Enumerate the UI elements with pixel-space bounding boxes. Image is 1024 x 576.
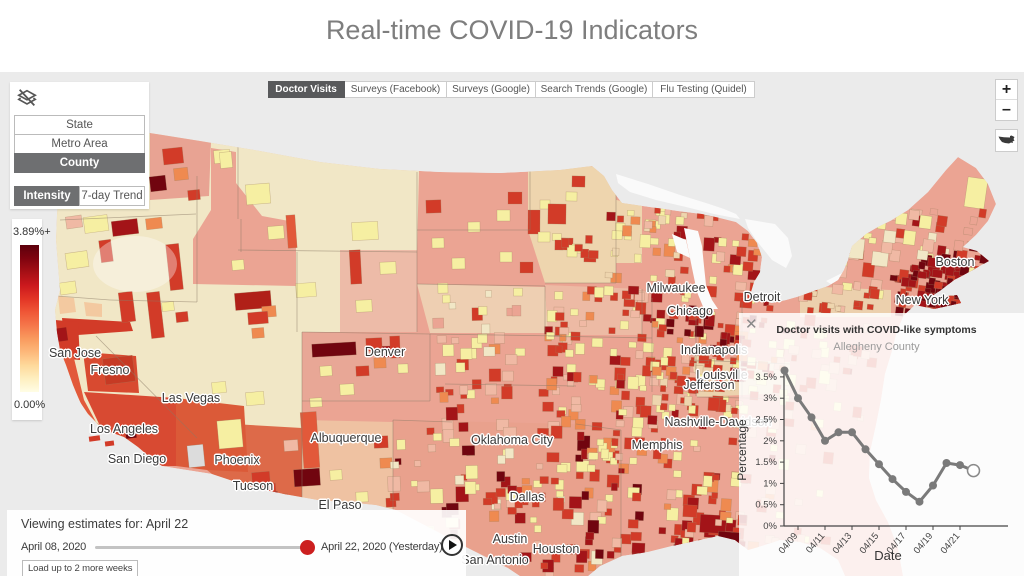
svg-text:2.5%: 2.5% — [755, 415, 777, 426]
svg-text:0.5%: 0.5% — [755, 500, 777, 511]
svg-text:04/13: 04/13 — [831, 531, 855, 556]
svg-text:1.5%: 1.5% — [755, 457, 777, 468]
svg-text:Date: Date — [874, 548, 901, 563]
svg-text:04/21: 04/21 — [939, 531, 963, 556]
svg-text:0%: 0% — [763, 521, 777, 532]
svg-text:Percentage: Percentage — [735, 419, 749, 481]
svg-text:04/19: 04/19 — [912, 531, 936, 556]
svg-text:1%: 1% — [763, 478, 777, 489]
svg-text:04/09: 04/09 — [777, 531, 801, 556]
svg-text:3.5%: 3.5% — [755, 372, 777, 383]
svg-text:04/11: 04/11 — [804, 531, 827, 556]
svg-text:3%: 3% — [763, 393, 777, 404]
svg-text:2%: 2% — [763, 436, 777, 447]
